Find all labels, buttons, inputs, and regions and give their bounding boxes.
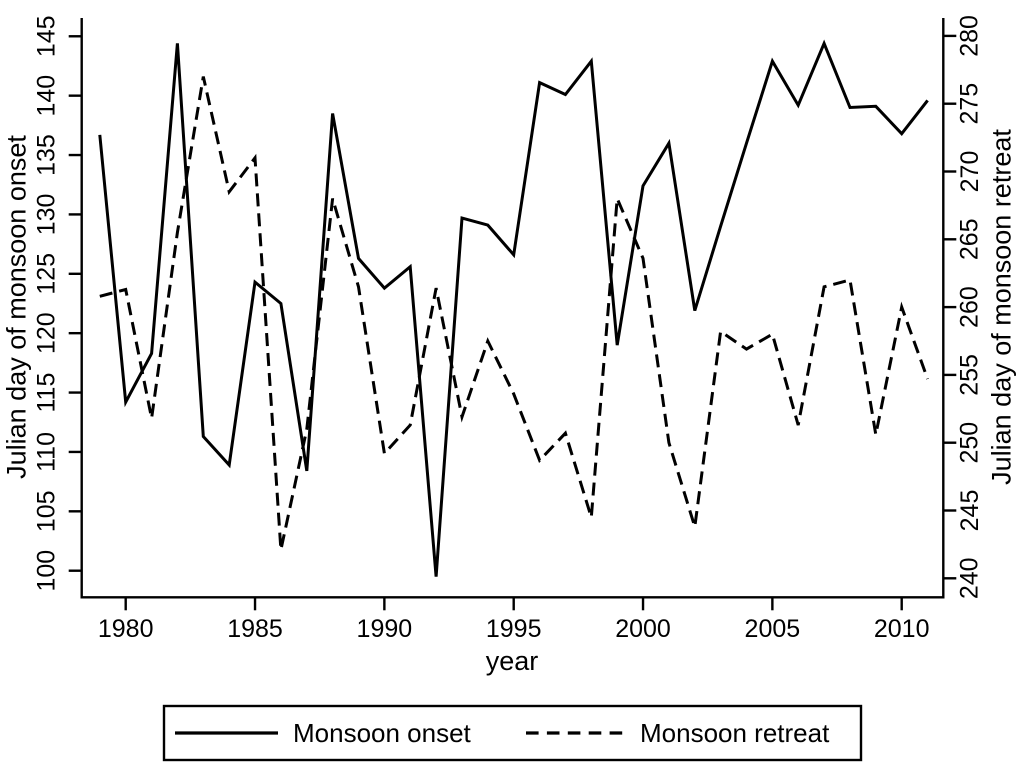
- legend-box: [162, 704, 863, 762]
- x-axis-title: year: [486, 646, 539, 676]
- y-left-tick-label: 135: [33, 134, 61, 176]
- monsoon-retreat-line: [99, 76, 930, 551]
- x-tick-label: 2005: [745, 615, 801, 643]
- y-left-tick-label: 140: [33, 75, 61, 117]
- y-left-axis-title: Julian day of monsoon onset: [1, 135, 31, 479]
- y-left-tick-label: 105: [33, 490, 61, 532]
- x-tick-label: 1985: [227, 615, 283, 643]
- legend-label-onset: Monsoon onset: [293, 718, 472, 748]
- y-right-tick-label: 270: [956, 151, 984, 193]
- y-left-tick-label: 100: [33, 550, 61, 592]
- legend-label-retreat: Monsoon retreat: [640, 718, 830, 748]
- x-tick-label: 1995: [486, 615, 542, 643]
- y-left-tick-label: 130: [33, 194, 61, 236]
- y-left-tick-label: 115: [33, 373, 61, 413]
- y-right-tick-label: 245: [956, 490, 984, 532]
- y-left-tick-label: 145: [33, 15, 61, 57]
- x-ticks: 1980 1985 1990 1995 2000 2005 2010: [98, 597, 930, 643]
- y-right-tick-label: 280: [956, 15, 984, 57]
- y-right-tick-label: 260: [956, 286, 984, 328]
- x-tick-label: 2000: [615, 615, 671, 643]
- y-left-ticks: 100 105 110 115 120 125 130 135 140 145: [33, 15, 82, 592]
- monsoon-onset-line: [98, 39, 929, 577]
- x-tick-label: 2010: [874, 615, 930, 643]
- x-tick-label: 1980: [98, 615, 154, 643]
- axes-frame: [80, 18, 945, 599]
- x-tick-label: 1990: [357, 615, 413, 643]
- y-right-tick-label: 240: [956, 557, 984, 599]
- y-left-tick-label: 110: [33, 432, 61, 472]
- legend: Monsoon onset Monsoon retreat: [162, 704, 863, 762]
- y-right-ticks: 240 245 250 255 260 265 270 275 280: [943, 15, 984, 599]
- y-right-tick-label: 255: [956, 354, 984, 396]
- y-left-tick-label: 125: [33, 253, 61, 295]
- y-right-axis-title: Julian day of monsoon retreat: [986, 129, 1016, 485]
- y-left-tick-label: 120: [33, 312, 61, 354]
- y-right-tick-label: 265: [956, 218, 984, 260]
- y-right-tick-label: 275: [956, 83, 984, 125]
- y-right-tick-label: 250: [956, 422, 984, 464]
